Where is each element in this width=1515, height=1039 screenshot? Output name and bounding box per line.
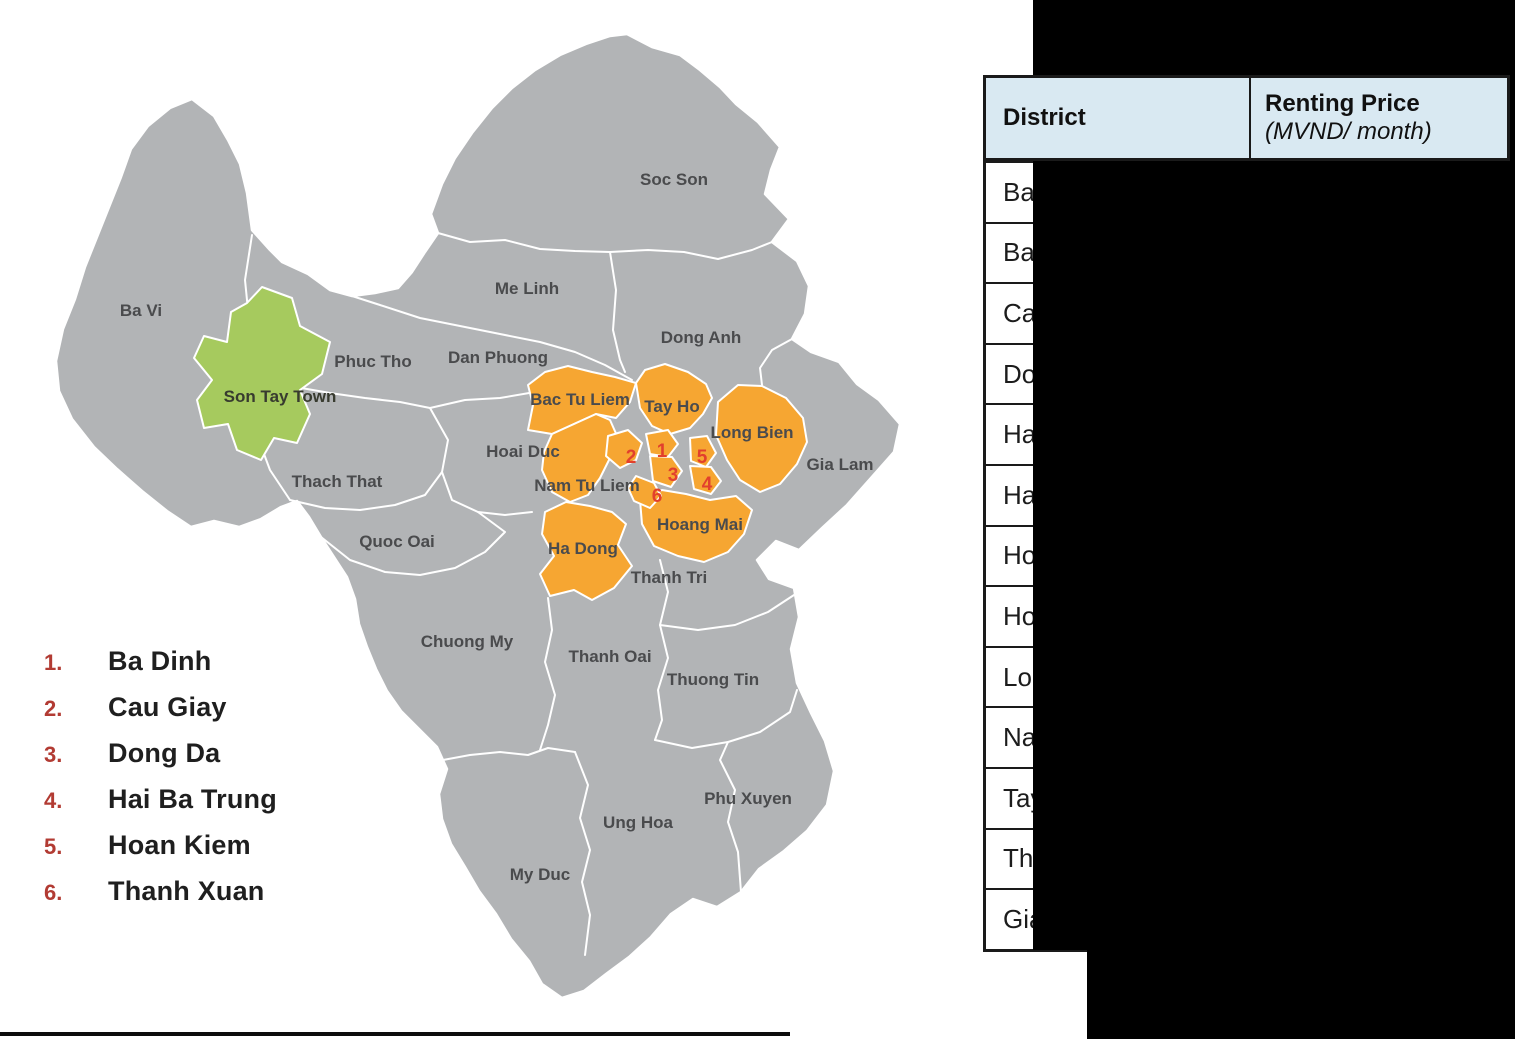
map-legend: 1. Ba Dinh 2. Cau Giay 3. Dong Da 4. Hai… [44, 646, 344, 922]
legend-item-hoan-kiem: 5. Hoan Kiem [44, 830, 344, 876]
map-label-son-tay-town: Son Tay Town [224, 387, 337, 406]
map-label-thach-that: Thach That [292, 472, 383, 491]
legend-label: Thanh Xuan [108, 876, 265, 906]
map-land-silhouette [54, 32, 902, 1000]
legend-number: 4. [44, 788, 63, 813]
renting-price-header-label: Renting Price [1265, 90, 1420, 117]
district-border-line [539, 597, 556, 751]
legend-number: 1. [44, 650, 63, 675]
legend-item-hai-ba-trung: 4. Hai Ba Trung [44, 784, 344, 830]
map-label-nam-tu-liem: Nam Tu Liem [534, 476, 639, 495]
map-label-thanh-tri: Thanh Tri [631, 568, 708, 587]
legend-item-cau-giay: 2. Cau Giay [44, 692, 344, 738]
district-cau-giay [605, 429, 643, 469]
legend-label: Hoan Kiem [108, 830, 251, 860]
district-hoan-kiem [689, 435, 717, 468]
map-label-hoang-mai: Hoang Mai [657, 515, 743, 534]
district-border-line [759, 338, 793, 386]
legend-label: Ba Dinh [108, 646, 212, 676]
district-border-line [654, 689, 798, 749]
district-border-line [351, 295, 633, 381]
map-label-tay-ho: Tay Ho [644, 397, 699, 416]
map-label-me-linh: Me Linh [495, 279, 559, 298]
district-border-line [320, 511, 506, 576]
map-marker-5: 5 [697, 447, 708, 468]
legend-label: Cau Giay [108, 692, 227, 722]
map-label-gia-lam: Gia Lam [806, 455, 873, 474]
district-header-label: District [1003, 104, 1086, 131]
district-border-line [289, 471, 443, 511]
legend-label: Dong Da [108, 738, 221, 768]
renting-price-unit-label: (MVND/ month) [1265, 118, 1432, 145]
legend-item-dong-da: 3. Dong Da [44, 738, 344, 784]
district-hai-ba-trung [689, 465, 722, 495]
map-label-phu-xuyen: Phu Xuyen [704, 789, 792, 808]
district-dong-da [649, 455, 683, 488]
map-label-hoai-duc: Hoai Duc [486, 442, 560, 461]
legend-number: 2. [44, 696, 63, 721]
map-label-phuc-tho: Phuc Tho [334, 352, 411, 371]
map-label-quoc-oai: Quoc Oai [359, 532, 435, 551]
legend-item-thanh-xuan: 6. Thanh Xuan [44, 876, 344, 922]
district-ba-dinh [645, 429, 679, 458]
map-marker-6: 6 [652, 486, 663, 507]
district-thanh-xuan [627, 475, 662, 509]
map-label-soc-son: Soc Son [640, 170, 708, 189]
map-label-long-bien: Long Bien [710, 423, 793, 442]
map-marker-1: 1 [657, 441, 668, 462]
legend-number: 6. [44, 880, 63, 905]
map-label-ba-vi: Ba Vi [120, 301, 162, 320]
district-border-line [437, 232, 773, 260]
map-label-dong-anh: Dong Anh [661, 328, 742, 347]
map-label-ha-dong: Ha Dong [548, 539, 618, 558]
renting-price-table-header: District Renting Price (MVND/ month) [983, 75, 1510, 161]
district-nam-tu-liem [541, 413, 619, 503]
district-long-bien [715, 384, 808, 493]
map-marker-2: 2 [626, 447, 637, 468]
map-label-dan-phuong: Dan Phuong [448, 348, 548, 367]
district-border-line [719, 741, 742, 893]
district-border-line [654, 559, 669, 741]
district-ha-dong [539, 501, 633, 601]
district-border-line [429, 407, 533, 516]
map-marker-4: 4 [702, 474, 713, 495]
map-label-chuong-my: Chuong My [421, 632, 514, 651]
redaction-block [1087, 950, 1515, 1039]
district-hoang-mai [639, 489, 753, 563]
legend-number: 3. [44, 742, 63, 767]
district-border-line [609, 251, 626, 373]
map-label-thuong-tin: Thuong Tin [667, 670, 759, 689]
map-marker-3: 3 [668, 465, 679, 486]
district-border-line [659, 594, 795, 631]
legend-label: Hai Ba Trung [108, 784, 277, 814]
column-header-renting-price: Renting Price (MVND/ month) [1251, 78, 1507, 158]
legend-number: 5. [44, 834, 63, 859]
map-label-bac-tu-liem: Bac Tu Liem [530, 390, 630, 409]
district-tay-ho [635, 363, 713, 435]
column-header-district: District [986, 78, 1251, 158]
legend-item-ba-dinh: 1. Ba Dinh [44, 646, 344, 692]
district-border-line [442, 747, 576, 761]
map-label-ung-hoa: Ung Hoa [603, 813, 673, 832]
bottom-divider-line [0, 1032, 790, 1036]
hanoi-district-map: Ba Vi Son Tay Town Phuc Tho Dan Phuong M… [54, 32, 902, 1000]
map-label-my-duc: My Duc [510, 865, 570, 884]
district-border-line [574, 751, 591, 956]
map-label-thanh-oai: Thanh Oai [568, 647, 651, 666]
district-son-tay-town [193, 286, 331, 461]
